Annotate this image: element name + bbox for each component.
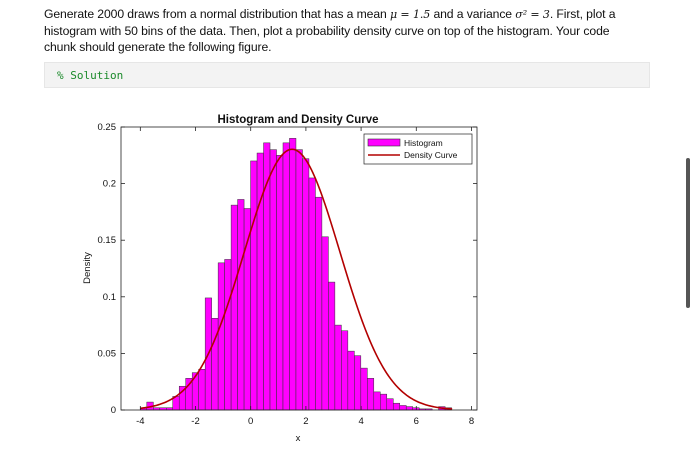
histogram-bar: [295, 149, 303, 411]
chart-title: Histogram and Density Curve: [217, 114, 378, 126]
histogram-bar: [360, 367, 368, 411]
x-tick-label: 6: [414, 416, 419, 427]
x-tick-label: -4: [136, 416, 144, 427]
legend-histogram-label: Histogram: [404, 138, 443, 148]
histogram-bar: [392, 402, 400, 411]
histogram-bar: [269, 149, 277, 411]
y-axis-label: Density: [82, 252, 93, 284]
y-tick-label: 0.1: [103, 292, 116, 303]
histogram-bar: [373, 391, 381, 411]
y-tick-label: 0.15: [98, 235, 117, 246]
code-comment: % Solution: [57, 69, 124, 82]
histogram-bars: [140, 138, 452, 411]
histogram-bar: [224, 259, 232, 411]
histogram-bar: [237, 199, 245, 411]
histogram-bar: [328, 281, 336, 411]
histogram-bar: [354, 355, 362, 411]
x-tick-label: 4: [358, 416, 363, 427]
histogram-bar: [380, 393, 388, 411]
histogram-bar: [282, 142, 290, 411]
prompt-text-3: . First, plot a histogram with 50 bins o…: [44, 7, 616, 54]
x-tick-label: 8: [469, 416, 474, 427]
prompt-text-1: Generate 2000 draws from a normal distri…: [44, 7, 387, 21]
density-curve: [140, 148, 453, 410]
prompt-text-2: and a variance: [433, 7, 512, 21]
histogram-bar: [256, 152, 264, 411]
y-tick-label: 0.05: [98, 348, 117, 359]
x-axis-label: x: [296, 433, 301, 444]
legend: Histogram Density Curve: [363, 133, 473, 165]
x-tick-label: 0: [248, 416, 253, 427]
x-tick-label: 2: [303, 416, 308, 427]
y-tick-label: 0: [111, 405, 116, 416]
histogram-bar: [276, 155, 284, 411]
histogram-bar: [315, 196, 323, 411]
histogram-bar: [250, 160, 258, 411]
y-axis: 0 0.05 0.1 0.15 0.2 0.25: [98, 122, 477, 416]
problem-statement: Generate 2000 draws from a normal distri…: [44, 6, 644, 55]
histogram-bar: [308, 177, 316, 411]
histogram-bar: [302, 158, 310, 411]
histogram-bar: [334, 324, 342, 411]
legend-density-label: Density Curve: [404, 150, 458, 160]
histogram-bar: [230, 204, 238, 411]
histogram-bar: [347, 350, 355, 411]
plot-frame: [120, 126, 478, 411]
variance-formula: σ² = 3: [515, 8, 550, 21]
histogram-bar: [243, 208, 251, 411]
histogram-bar: [341, 330, 349, 411]
histogram-bar: [386, 398, 394, 411]
histogram-bar: [217, 262, 225, 411]
y-tick-label: 0.2: [103, 179, 116, 190]
mean-formula: μ = 1.5: [389, 8, 431, 21]
histogram-bar: [367, 378, 375, 411]
legend-histogram-swatch: [367, 138, 401, 147]
histogram-bar: [198, 368, 206, 411]
code-cell[interactable]: % Solution: [44, 62, 650, 88]
histogram-bar: [321, 236, 329, 411]
x-tick-label: -2: [191, 416, 199, 427]
histogram-bar: [399, 405, 407, 411]
scrollbar[interactable]: [686, 158, 690, 308]
histogram-bar: [289, 138, 297, 411]
y-tick-label: 0.25: [98, 122, 117, 133]
histogram-bar: [405, 406, 413, 411]
x-axis: -4 -2 0 2 4 6 8: [136, 127, 474, 427]
